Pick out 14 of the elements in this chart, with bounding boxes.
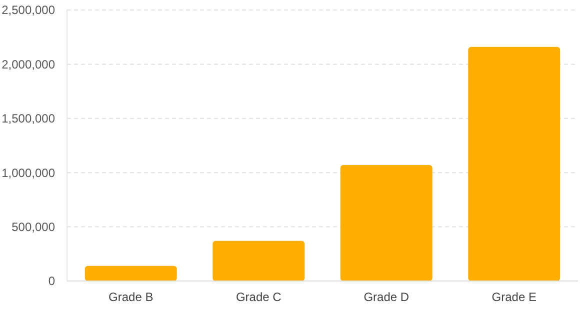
x-tick-label: Grade E xyxy=(492,290,536,304)
bar xyxy=(468,46,560,281)
x-tick-label: Grade B xyxy=(108,290,154,304)
y-tick-label: 1,000,000 xyxy=(2,166,56,180)
y-tick-label: 2,000,000 xyxy=(2,57,56,72)
y-tick-label: 0 xyxy=(48,274,56,288)
bar xyxy=(340,165,432,281)
y-tick-label: 500,000 xyxy=(12,220,56,234)
bar xyxy=(84,266,177,281)
bar xyxy=(212,240,305,281)
x-tick-label: Grade D xyxy=(364,290,410,304)
x-tick-label: Grade C xyxy=(236,290,282,304)
y-tick-label: 1,500,000 xyxy=(2,112,56,126)
y-tick-label: 2,500,000 xyxy=(2,3,56,18)
